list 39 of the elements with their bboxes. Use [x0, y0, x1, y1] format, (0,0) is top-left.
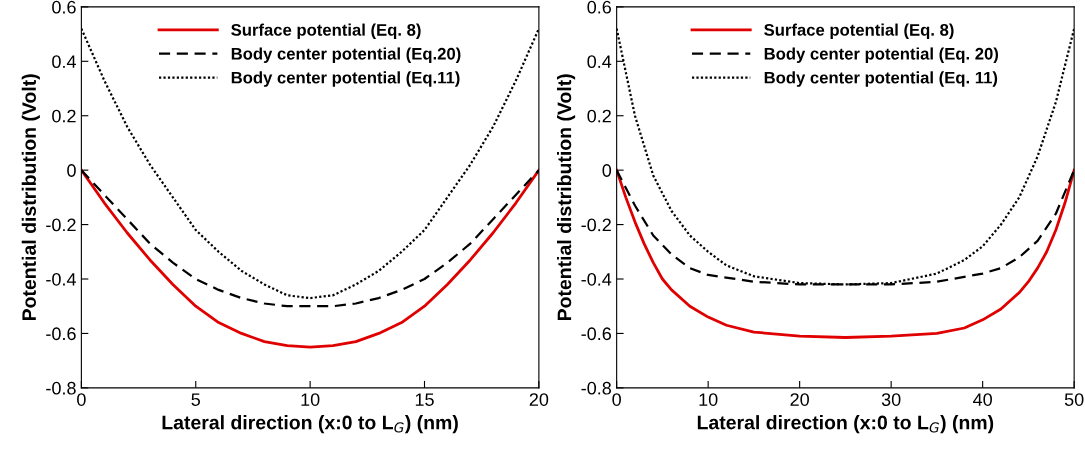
y-tick-label: 0	[602, 164, 612, 177]
x-tick-label: 30	[881, 393, 901, 406]
x-tick-label: 0	[612, 393, 621, 406]
y-tick-label: -0.6	[46, 327, 76, 341]
y-tick-label: -0.8	[46, 381, 76, 395]
y-tick-label: -0.4	[46, 272, 76, 286]
y-tick-label: -0.6	[581, 327, 611, 341]
line-series	[616, 168, 1075, 339]
y-tick-label: -0.8	[581, 381, 612, 395]
y-tick-label: 0.4	[587, 55, 612, 69]
y-tick-label: 0.6	[587, 0, 611, 14]
legend-label: Surface potential (Eq. 8)	[231, 23, 421, 40]
x-tick-label: 20	[790, 393, 809, 406]
x-axis-title: Lateral direction (x:0 to L$_{G}$) (nm)	[162, 415, 458, 434]
y-tick-label: 0.4	[52, 55, 76, 69]
x-tick-label: 5	[191, 393, 201, 406]
legend-label: Surface potential (Eq. 8)	[764, 23, 954, 40]
x-tick-label: 0	[77, 393, 86, 406]
x-tick-label: 40	[973, 393, 992, 406]
y-tick-label: 0.2	[52, 109, 76, 123]
x-tick-label: 10	[699, 393, 718, 406]
x-tick-label: 10	[301, 393, 320, 406]
line-series	[81, 168, 539, 349]
legend-label: Body center potential (Eq.11)	[231, 71, 460, 87]
legend-label: Body center potential (Eq. 11)	[764, 71, 998, 87]
y-axis-title: Potential distribution (Volt)	[21, 74, 40, 321]
y-axis-title: Potential distribution (Volt)	[557, 74, 576, 321]
x-axis-title: Lateral direction (x:0 to L$_{G}$) (nm)	[697, 415, 994, 434]
x-tick-label: 50	[1064, 393, 1084, 406]
legend-label: Body center potential (Eq.20)	[231, 47, 461, 63]
y-tick-label: -0.2	[581, 218, 611, 232]
y-tick-label: 0.2	[587, 109, 611, 123]
x-tick-label: 15	[415, 393, 434, 406]
y-tick-label: -0.4	[581, 272, 612, 286]
legend-label: Body center potential (Eq. 20)	[764, 47, 999, 63]
x-tick-label: 20	[529, 393, 549, 406]
y-tick-label: 0	[67, 164, 76, 177]
y-tick-label: 0.6	[52, 0, 76, 14]
y-tick-label: -0.2	[46, 218, 76, 232]
